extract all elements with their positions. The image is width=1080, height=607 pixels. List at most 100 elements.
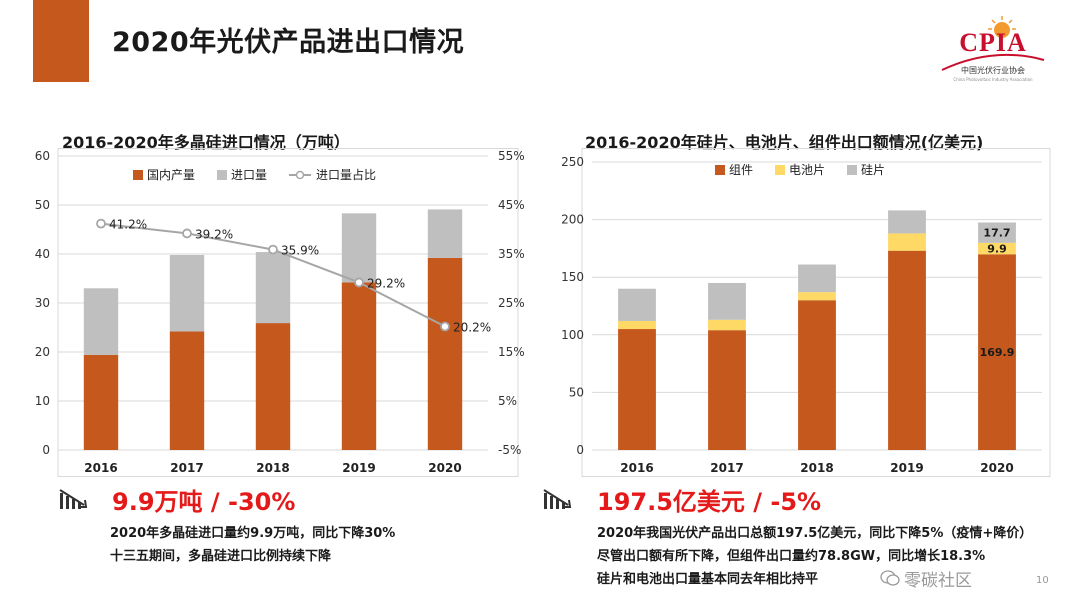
bar-segment: [169, 254, 205, 332]
legend-swatch: [775, 165, 785, 175]
y2-tick-label: -5%: [498, 443, 521, 457]
y-tick-label: 200: [561, 213, 584, 227]
share-data-label: 41.2%: [109, 218, 147, 232]
share-point: [268, 244, 278, 255]
legend-label: 国内产量: [147, 168, 195, 182]
polysilicon-import-chart: 0 10 20 30 40 50 60 -5% 5% 15% 25% 35% 45% 55% 2016 201…: [35, 148, 525, 477]
logo-subtitle-en: China Photovoltaic Industry Association: [953, 77, 1033, 82]
x-tick-label: 2016: [84, 461, 117, 475]
legend-label: 进口量: [231, 168, 267, 182]
bar-segment: [888, 210, 926, 234]
bar-segment: [618, 320, 656, 330]
x-tick-label: 2018: [800, 461, 833, 475]
bar-segment: [708, 319, 746, 331]
bar-segment: [708, 282, 746, 320]
legend-label: 组件: [729, 163, 753, 177]
legend-label: 硅片: [861, 163, 885, 177]
share-point: [182, 228, 192, 239]
declining-chart-icon: [59, 489, 88, 509]
y2-tick-label: 25%: [498, 296, 525, 310]
slide-title: 2020年光伏产品进出口情况: [112, 27, 465, 58]
left-note-2: 十三五期间，多晶硅进口比例持续下降: [110, 549, 332, 564]
share-data-label: 20.2%: [453, 321, 491, 335]
bar-segment: [618, 329, 656, 450]
chart-frame: [581, 148, 1051, 477]
legend-label: 电池片: [789, 163, 825, 177]
share-data-label: 29.2%: [367, 276, 405, 290]
cpia-logo: CPIA 中国光伏行业协会 China Photovoltaic Industr…: [938, 12, 1048, 90]
right-note-2: 尽管出口额有所下降，但组件出口量约78.8GW，同比增长18.3%: [597, 549, 986, 564]
y-tick-label: 0: [42, 443, 50, 457]
title-accent-block: [33, 0, 89, 82]
y2-tick-label: 5%: [498, 394, 517, 408]
right-note-3: 硅片和电池出口量基本同去年相比持平: [597, 572, 819, 587]
y-tick-label: 150: [561, 270, 584, 284]
x-tick-label: 2017: [710, 461, 743, 475]
y-tick-label: 50: [35, 198, 50, 212]
x-tick-label: 2017: [170, 461, 203, 475]
y2-tick-label: 15%: [498, 345, 525, 359]
y-tick-label: 50: [569, 385, 584, 399]
x-tick-label: 2019: [890, 461, 923, 475]
legend-marker: [295, 170, 305, 180]
bar-segment: [798, 292, 836, 301]
bar-segment: [618, 288, 656, 321]
logo-subtitle: 中国光伏行业协会: [961, 66, 1025, 75]
left-note-1: 2020年多晶硅进口量约9.9万吨，同比下降30%: [110, 526, 396, 541]
right-stat: 197.5亿美元 / -5%: [597, 488, 822, 516]
bar-segment: [169, 331, 205, 450]
logo-text: CPIA: [959, 28, 1027, 57]
bar-segment: [255, 252, 291, 324]
y-tick-label: 40: [35, 247, 50, 261]
bar-segment: [888, 233, 926, 251]
y2-tick-label: 45%: [498, 198, 525, 212]
legend-label: 进口量占比: [316, 167, 376, 182]
bar-segment: [427, 209, 463, 258]
right-note-1: 2020年我国光伏产品出口总额197.5亿美元，同比下降5%（疫情+降价）: [597, 526, 1033, 541]
y2-tick-label: 55%: [498, 149, 525, 163]
declining-chart-icon: [543, 489, 572, 509]
bar-segment: [978, 242, 1016, 255]
y-tick-label: 20: [35, 345, 50, 359]
y-tick-label: 60: [35, 149, 50, 163]
x-tick-label: 2019: [342, 461, 375, 475]
legend-swatch: [847, 165, 857, 175]
y-tick-label: 0: [576, 443, 584, 457]
legend-swatch: [133, 170, 143, 180]
x-tick-label: 2016: [620, 461, 653, 475]
bar-segment: [341, 213, 377, 283]
chart-frame: [57, 148, 519, 477]
y-tick-label: 250: [561, 155, 584, 169]
y-tick-label: 30: [35, 296, 50, 310]
bar-segment: [255, 323, 291, 450]
bar-data-label: 9.9: [987, 243, 1007, 256]
legend-swatch: [715, 165, 725, 175]
left-chart-title: 2016-2020年多晶硅进口情况（万吨）: [62, 133, 350, 152]
bar-segment: [83, 354, 119, 450]
share-point: [354, 277, 364, 288]
legend-swatch: [217, 170, 227, 180]
x-tick-label: 2020: [428, 461, 461, 475]
bar-segment: [427, 257, 463, 450]
share-data-label: 39.2%: [195, 227, 233, 241]
wechat-icon: [880, 570, 900, 586]
page-number: 10: [1036, 575, 1049, 586]
y-tick-label: 100: [561, 328, 584, 342]
bar-data-label: 17.7: [983, 227, 1010, 240]
logo-graphic: [941, 16, 1045, 71]
pv-export-chart: 0 50 100 150 200 250 2016 2017 2018 2019 2020 组件 电池片…: [561, 148, 1051, 477]
bar-segment: [708, 330, 746, 450]
bar-segment: [978, 222, 1016, 243]
x-tick-label: 2020: [980, 461, 1013, 475]
share-point: [96, 218, 106, 229]
watermark: 零碳社区: [904, 571, 972, 591]
bar-segment: [978, 254, 1016, 450]
bar-segment: [798, 264, 836, 293]
y-tick-label: 10: [35, 394, 50, 408]
bar-segment: [83, 288, 119, 355]
bar-segment: [888, 250, 926, 450]
bar-segment: [798, 300, 836, 450]
x-tick-label: 2018: [256, 461, 289, 475]
left-stat: 9.9万吨 / -30%: [112, 488, 296, 516]
y2-tick-label: 35%: [498, 247, 525, 261]
